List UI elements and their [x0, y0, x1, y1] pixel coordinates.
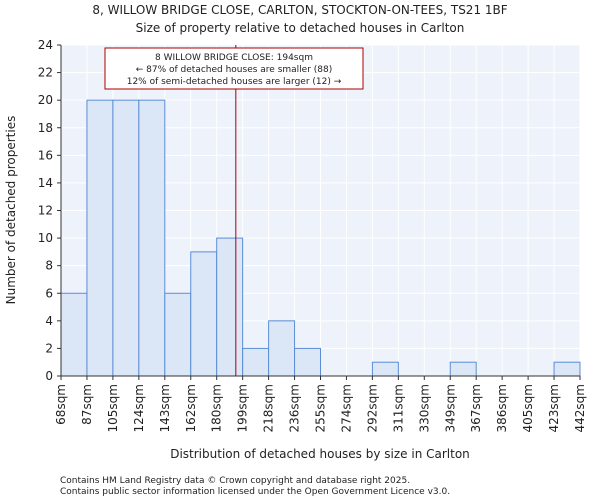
x-tick-label: 68sqm: [54, 384, 68, 425]
annotation-line-1: 8 WILLOW BRIDGE CLOSE: 194sqm: [155, 53, 313, 63]
bar-180sqm: [216, 237, 244, 377]
bar-218sqm: [268, 320, 296, 377]
x-tick-label: 199sqm: [236, 384, 250, 432]
x-tick-label: 105sqm: [106, 384, 120, 432]
annotation-line-3: 12% of semi-detached houses are larger (…: [127, 77, 342, 87]
x-tick-label: 255sqm: [314, 384, 328, 432]
bar-423sqm: [553, 361, 581, 377]
bar-105sqm: [112, 99, 140, 377]
y-tick-label: 12: [38, 204, 53, 218]
x-tick-label: 349sqm: [443, 384, 457, 432]
x-tick-label: 292sqm: [365, 384, 379, 432]
bar-162sqm: [190, 251, 218, 377]
x-axis-label: Distribution of detached houses by size …: [170, 447, 470, 461]
annotation-box: 8 WILLOW BRIDGE CLOSE: 194sqm ← 87% of d…: [104, 47, 364, 90]
x-tick-label: 311sqm: [391, 384, 405, 432]
x-tick-label: 180sqm: [210, 384, 224, 432]
y-tick-label: 6: [45, 286, 53, 300]
x-tick-label: 423sqm: [547, 384, 561, 432]
x-tick-label: 405sqm: [521, 384, 535, 432]
bars: [60, 99, 581, 377]
chart-subtitle: Size of property relative to detached ho…: [136, 21, 465, 35]
x-tick-label: 442sqm: [573, 384, 587, 432]
x-tick-label: 386sqm: [495, 384, 509, 432]
x-tick-label: 162sqm: [184, 384, 198, 432]
x-tick-label: 143sqm: [158, 384, 172, 432]
chart-title: 8, WILLOW BRIDGE CLOSE, CARLTON, STOCKTO…: [92, 3, 507, 17]
bar-349sqm: [449, 361, 477, 377]
y-tick-label: 20: [38, 93, 53, 107]
bar-143sqm: [164, 292, 192, 377]
y-tick-label: 16: [38, 148, 53, 162]
x-tick-label: 87sqm: [80, 384, 94, 425]
y-tick-label: 22: [38, 66, 53, 80]
x-tick-label: 236sqm: [288, 384, 302, 432]
x-axis-ticks: 68sqm 87sqm 105sqm 124sqm 143sqm 162sqm 180sqm…: [54, 45, 587, 432]
y-axis-label: Number of detached properties: [4, 116, 18, 305]
y-tick-label: 8: [45, 259, 53, 273]
y-tick-label: 2: [45, 341, 53, 355]
x-tick-label: 367sqm: [469, 384, 483, 432]
bar-68sqm: [60, 292, 88, 377]
y-tick-label: 0: [45, 369, 53, 383]
bar-199sqm: [242, 347, 270, 377]
x-tick-label: 274sqm: [339, 384, 353, 432]
y-tick-label: 14: [38, 176, 53, 190]
annotation-line-2: ← 87% of detached houses are smaller (88…: [136, 65, 333, 75]
y-tick-label: 24: [38, 38, 53, 52]
x-tick-label: 330sqm: [417, 384, 431, 432]
y-tick-label: 10: [38, 231, 53, 245]
footer-line-2: Contains public sector information licen…: [60, 487, 450, 497]
y-tick-label: 4: [45, 314, 53, 328]
bar-124sqm: [138, 99, 166, 377]
bar-87sqm: [86, 99, 114, 377]
x-tick-label: 218sqm: [262, 384, 276, 432]
bar-292sqm: [371, 361, 399, 377]
x-tick-label: 124sqm: [132, 384, 146, 432]
y-tick-label: 18: [38, 121, 53, 135]
footer-line-1: Contains HM Land Registry data © Crown c…: [60, 476, 410, 486]
bar-236sqm: [294, 347, 321, 377]
